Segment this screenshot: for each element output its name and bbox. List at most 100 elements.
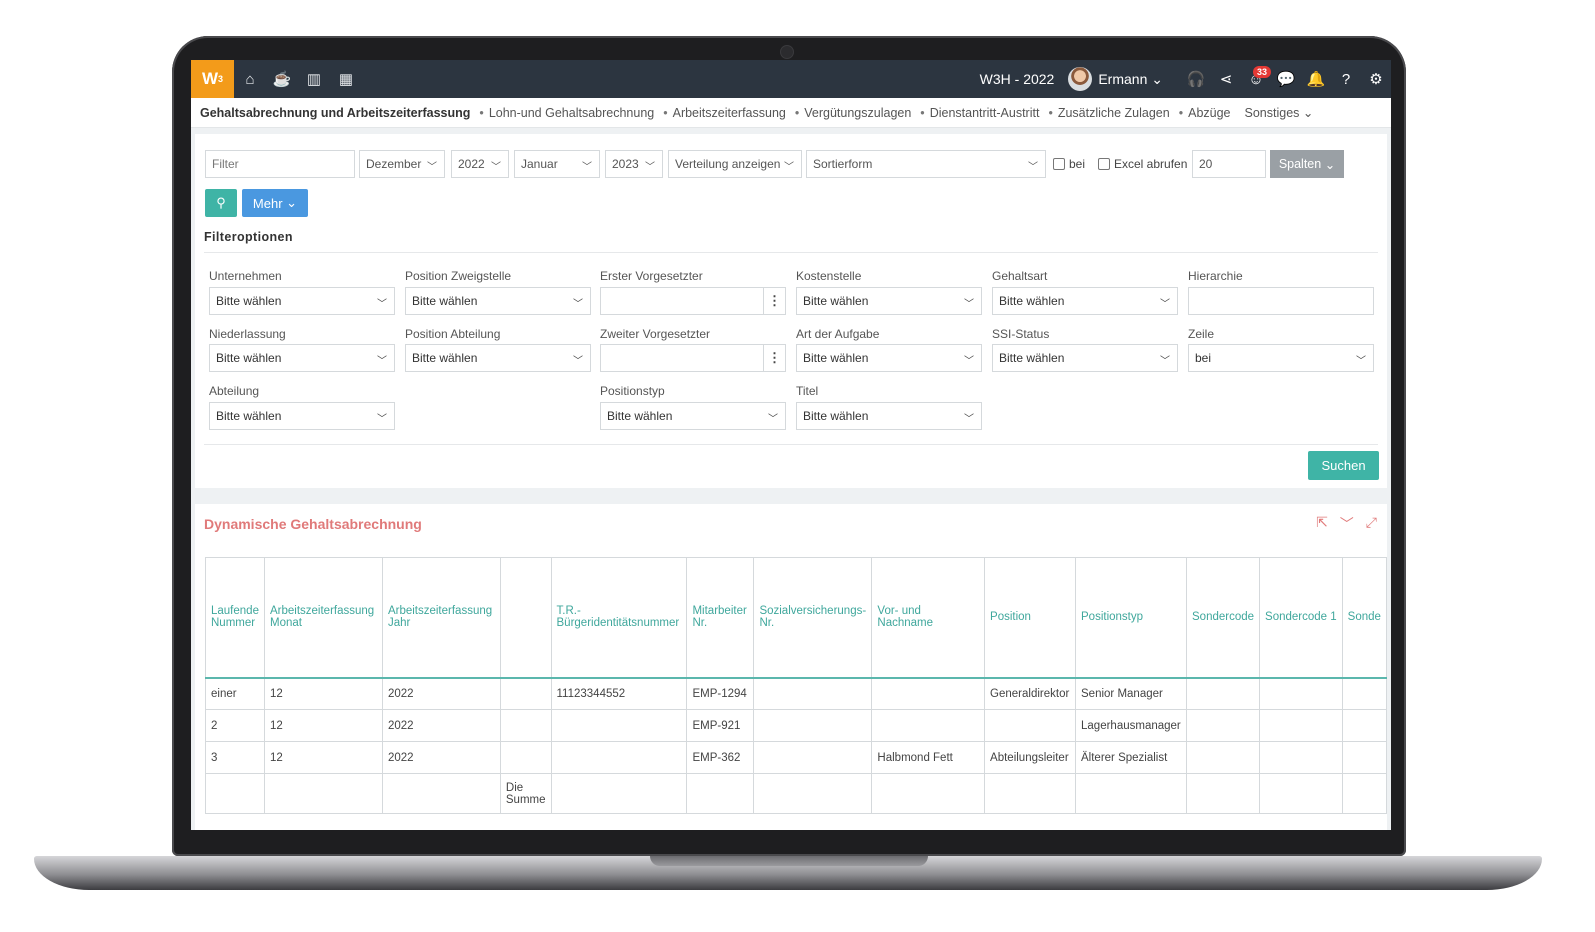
column-header[interactable]: T.R.-Bürgeridentitätsnummer	[550, 557, 688, 679]
year-from-select[interactable]: 2022 ﹀	[451, 150, 509, 178]
column-header[interactable]: Positionstyp	[1075, 557, 1187, 679]
chart-icon[interactable]: ▥	[306, 71, 322, 88]
column-header[interactable]: Arbeitszeiterfassung Jahr	[381, 557, 501, 679]
table-row: 3 12 2022 EMP-362 Halbmond Fett Abteilun…	[205, 741, 1388, 774]
position-zweigstelle-select[interactable]: Bitte wählen ﹀	[405, 287, 591, 315]
table-cell: Generaldirektor	[984, 677, 1077, 710]
column-header[interactable]: Mitarbeiter Nr.	[686, 557, 755, 679]
filter-input[interactable]: Filter	[205, 150, 355, 178]
table-cell	[1185, 741, 1261, 774]
user-menu[interactable]: Ermann ⌄	[1098, 70, 1163, 87]
subnav-active[interactable]: Gehaltsabrechnung und Arbeitszeiterfassu…	[200, 105, 471, 120]
help-icon[interactable]: ?	[1341, 70, 1351, 88]
share-icon[interactable]: ⋖	[1219, 71, 1233, 88]
sub-navigation: Gehaltsabrechnung und Arbeitszeiterfassu…	[191, 98, 1391, 128]
positionstyp-select[interactable]: Bitte wählen ﹀	[600, 402, 786, 430]
calendar-icon[interactable]: ▦	[338, 71, 354, 88]
chat-icon[interactable]: 💬	[1276, 71, 1296, 88]
home-icon[interactable]: ⌂	[245, 70, 255, 88]
column-header[interactable]: Sondercode	[1185, 557, 1261, 679]
hierarchie-input[interactable]	[1188, 287, 1374, 315]
ssi-status-select[interactable]: Bitte wählen ﹀	[992, 344, 1178, 372]
sort-select[interactable]: Sortierform ﹀	[806, 150, 1046, 178]
subnav-more[interactable]: Sonstiges ⌄	[1244, 106, 1314, 120]
table-sum-row: Die Summe	[205, 773, 1388, 814]
table-cell	[753, 741, 873, 774]
table-cell: Halbmond Fett	[871, 741, 986, 774]
excel-checkbox[interactable]: Excel abrufen	[1098, 150, 1187, 178]
smiley-icon[interactable]: ☺ 33	[1241, 60, 1271, 98]
bei-checkbox[interactable]: bei	[1053, 150, 1085, 178]
unternehmen-select[interactable]: Bitte wählen ﹀	[209, 287, 395, 315]
zweiter-vorgesetzter-input[interactable]: ⋮	[600, 344, 786, 372]
zeile-select[interactable]: bei ﹀	[1188, 344, 1374, 372]
laptop-notch	[650, 856, 928, 866]
subnav-item[interactable]: Dienstantritt-Austritt	[920, 106, 1040, 120]
table-cell	[984, 709, 1077, 742]
chevron-down-icon[interactable]: ﹀	[1339, 516, 1354, 532]
expand-icon[interactable]: ⤢	[1365, 514, 1377, 530]
more-button[interactable]: Mehr ⌄	[242, 189, 308, 217]
erster-vorgesetzter-input[interactable]: ⋮	[600, 287, 786, 315]
column-header[interactable]: Sonde	[1341, 557, 1388, 679]
table-cell	[499, 709, 552, 742]
position-abteilung-select[interactable]: Bitte wählen ﹀	[405, 344, 591, 372]
subnav-item[interactable]: Vergütungszulagen	[795, 106, 911, 120]
export-icon[interactable]: ⇱	[1316, 514, 1328, 530]
titel-select[interactable]: Bitte wählen ﹀	[796, 402, 982, 430]
column-header[interactable]: Sozialversicherungs-Nr.	[753, 557, 873, 679]
subnav-item[interactable]: Lohn-und Gehaltsabrechnung	[479, 106, 654, 120]
month-to-select[interactable]: Januar ﹀	[514, 150, 600, 178]
niederlassung-select[interactable]: Bitte wählen ﹀	[209, 344, 395, 372]
table-cell	[1341, 677, 1388, 710]
table-cell	[550, 741, 688, 774]
column-header[interactable]: Laufende Nummer	[205, 557, 265, 679]
table-cell	[1341, 709, 1388, 742]
subnav-item[interactable]: Zusätzliche Zulagen	[1048, 106, 1170, 120]
more-vertical-icon[interactable]: ⋮	[763, 288, 785, 314]
table-cell: EMP-362	[686, 741, 755, 774]
report-panel: Dynamische Gehaltsabrechnung ⇱ ﹀ ⤢ Laufe…	[195, 504, 1388, 830]
gear-icon[interactable]: ⚙	[1369, 71, 1383, 88]
coffee-icon[interactable]: ☕	[272, 71, 292, 88]
headset-icon[interactable]: 🎧	[1186, 71, 1206, 88]
label-abteilung: Abteilung	[209, 384, 260, 398]
search-icon[interactable]: ⚲	[205, 189, 237, 217]
table-cell	[871, 773, 986, 814]
table-cell	[499, 677, 552, 710]
avatar[interactable]	[1068, 67, 1093, 91]
table-cell: Älterer Spezialist	[1075, 741, 1187, 774]
subnav-item[interactable]: Arbeitszeiterfassung	[663, 106, 786, 120]
column-header[interactable]: Position	[984, 557, 1077, 679]
table-row: einer 12 2022 11123344552 EMP-1294 Gener…	[205, 677, 1388, 710]
gehaltsart-select[interactable]: Bitte wählen ﹀	[992, 287, 1178, 315]
subnav-item[interactable]: Abzüge	[1179, 106, 1230, 120]
table-cell: EMP-1294	[686, 677, 755, 710]
table-cell: Senior Manager	[1075, 677, 1187, 710]
table-cell	[1185, 773, 1261, 814]
search-button[interactable]: Suchen	[1308, 451, 1379, 480]
month-from-select[interactable]: Dezember ﹀	[359, 150, 445, 178]
more-vertical-icon[interactable]: ⋮	[763, 345, 785, 371]
kostenstelle-select[interactable]: Bitte wählen ﹀	[796, 287, 982, 315]
divider	[204, 444, 1378, 445]
art-der-aufgabe-select[interactable]: Bitte wählen ﹀	[796, 344, 982, 372]
columns-button[interactable]: Spalten ⌄	[1270, 150, 1344, 178]
table-cell	[550, 773, 688, 814]
table-cell	[1185, 709, 1261, 742]
label-titel: Titel	[796, 384, 819, 398]
company-selector[interactable]: W3H - 2022	[979, 71, 1055, 87]
page-size-input[interactable]: 20	[1192, 150, 1266, 178]
abteilung-select[interactable]: Bitte wählen ﹀	[209, 402, 395, 430]
sum-label: Die Summe	[499, 773, 552, 814]
bell-icon[interactable]: 🔔	[1306, 71, 1326, 88]
column-header[interactable]: Arbeitszeiterfassung Monat	[263, 557, 383, 679]
camera-icon	[780, 45, 794, 59]
column-header[interactable]	[499, 557, 552, 679]
column-header[interactable]: Vor- und Nachname	[871, 557, 986, 679]
year-to-select[interactable]: 2023 ﹀	[605, 150, 663, 178]
distribution-select[interactable]: Verteilung anzeigen ﹀	[668, 150, 802, 178]
column-header[interactable]: Sondercode 1	[1259, 557, 1343, 679]
label-unternehmen: Unternehmen	[209, 269, 282, 283]
